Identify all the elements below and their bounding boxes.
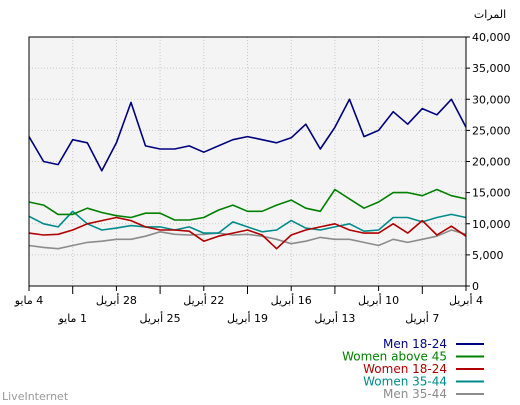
series-line (28, 98, 467, 172)
y-axis-ticks: 0 5,000 10,000 15,000 20,000 25,000 30,000 35,0… (466, 31, 511, 293)
series-line (28, 210, 467, 234)
series-line (28, 229, 467, 250)
legend-entry-label: Men 18-24 (383, 337, 447, 351)
x-tick-label: 4 أبريل (449, 293, 483, 307)
series-line (28, 216, 467, 250)
y-tick-label: 20,000 (472, 156, 511, 169)
x-tick-label: 4 مايو (14, 294, 43, 307)
series-lines (28, 98, 467, 250)
y-tick-label: 30,000 (472, 93, 511, 106)
legend-entry-label: Men 35-44 (383, 387, 447, 401)
y-tick-label: 0 (472, 280, 479, 293)
y-axis-title: المرات (474, 8, 506, 21)
brand-label: LiveInternet (2, 390, 69, 403)
x-axis-ticks: 4 أبريل 10 أبريل 16 أبريل 22 أبريل 28 أبريل 4… (14, 286, 483, 325)
y-tick-label: 10,000 (472, 218, 511, 231)
x-tick-label: 10 أبريل (358, 293, 399, 307)
y-tick-label: 15,000 (472, 187, 511, 200)
plot-background (29, 37, 466, 286)
x-tick-label: 13 أبريل (314, 311, 355, 325)
y-tick-label: 25,000 (472, 124, 511, 137)
x-tick-label: 28 أبريل (96, 293, 137, 307)
x-tick-label: 16 أبريل (271, 293, 312, 307)
legend-entry-label: Women 35-44 (363, 375, 447, 389)
grid (28, 36, 467, 287)
x-tick-label: 25 أبريل (140, 311, 181, 325)
x-tick-label: 22 أبريل (183, 293, 224, 307)
x-tick-label: 1 مايو (57, 312, 86, 325)
y-tick-label: 40,000 (472, 31, 511, 44)
x-tick-label: 7 أبريل (405, 311, 439, 325)
y-tick-label: 35,000 (472, 62, 511, 75)
legend-entry-label: Women above 45 (342, 350, 447, 364)
y-tick-label: 5,000 (472, 249, 504, 262)
x-tick-label: 19 أبريل (227, 311, 268, 325)
legend-entry-label: Women 18-24 (363, 362, 447, 376)
series-line (28, 188, 467, 221)
